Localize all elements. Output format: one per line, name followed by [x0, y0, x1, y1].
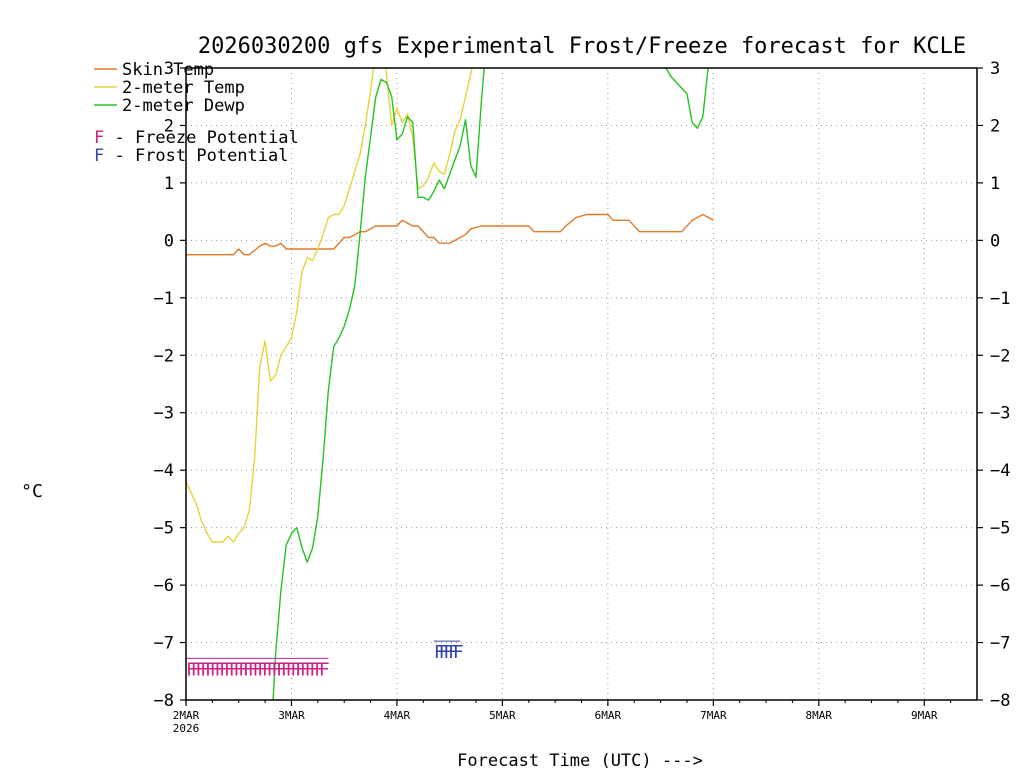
freeze-mark: F: [267, 659, 278, 680]
freeze-mark: F: [314, 659, 325, 680]
freeze-mark: F: [300, 659, 311, 680]
series-line-2-meter-temp: [186, 68, 473, 543]
y-tick-label-left: −6: [154, 576, 174, 596]
y-tick-label-left: −2: [154, 346, 174, 366]
x-tick-label: 6MAR: [595, 709, 622, 722]
freeze-mark: F: [195, 659, 206, 680]
x-axis-label: Forecast Time (UTC) --->: [457, 751, 703, 768]
x-tick-label: 9MAR: [911, 709, 938, 722]
legend-glyph: F: [94, 146, 104, 166]
y-tick-label-right: −3: [990, 404, 1010, 424]
freeze-mark: F: [229, 659, 240, 680]
y-tick-label-right: −8: [990, 691, 1010, 711]
y-tick-label-left: −8: [154, 691, 174, 711]
legend-entry: F - Freeze Potential: [94, 128, 299, 148]
y-tick-label-left: 3: [164, 59, 174, 79]
freeze-mark: F: [281, 659, 292, 680]
chart-title: 2026030200 gfs Experimental Frost/Freeze…: [198, 34, 966, 59]
legend-label: - Frost Potential: [104, 146, 288, 166]
y-axis-label: °C: [21, 481, 43, 502]
freeze-mark: F: [262, 659, 273, 680]
y-tick-label-right: −7: [990, 634, 1010, 654]
y-tick-label-right: −1: [990, 289, 1010, 309]
frost-mark: F: [453, 642, 464, 663]
freeze-mark: F: [276, 659, 287, 680]
freeze-mark: F: [295, 659, 306, 680]
frost-mark: F: [448, 642, 459, 663]
x-axis: 2MAR 3MAR 4MAR 5MAR 6MAR 7MAR 8MAR 9MAR: [173, 700, 952, 722]
x-tick-label: 2MAR: [173, 709, 200, 722]
freeze-mark: F: [233, 659, 244, 680]
frost-mark: F: [443, 642, 454, 663]
series-group: [186, 68, 714, 700]
freeze-mark: F: [200, 659, 211, 680]
freeze-mark: F: [243, 659, 254, 680]
freeze-mark: F: [252, 659, 263, 680]
y-tick-label-right: −5: [990, 519, 1010, 539]
y-tick-label-right: 1: [990, 174, 1000, 194]
freeze-mark: F: [257, 659, 268, 680]
y-tick-label-right: −4: [990, 461, 1010, 481]
freeze-mark: F: [186, 659, 197, 680]
grid-lines: [186, 68, 977, 700]
freeze-mark: F: [219, 659, 230, 680]
y-tick-label-left: −4: [154, 461, 174, 481]
freeze-mark: F: [319, 659, 330, 680]
freeze-mark: F: [205, 659, 216, 680]
freeze-mark: F: [286, 659, 297, 680]
y-tick-label-left: −7: [154, 634, 174, 654]
y-tick-label-left: 0: [164, 231, 174, 251]
x-tick-label: 5MAR: [489, 709, 516, 722]
y-tick-label-left: −5: [154, 519, 174, 539]
legend-glyph: F: [94, 128, 104, 148]
y-tick-label-right: −2: [990, 346, 1010, 366]
y-tick-label-right: 3: [990, 59, 1000, 79]
y-axis: −8 −8 −7 −7 −6 −6 −5 −5 −4 −4 −3 −3 −2 −2 −1 −1 0 0 1 1 2 2 3 3: [154, 59, 1011, 711]
y-tick-label-right: 2: [990, 116, 1000, 136]
freeze-mark: F: [305, 659, 316, 680]
legend-label: Skin Temp: [122, 60, 214, 80]
y-tick-label-left: −1: [154, 289, 174, 309]
y-tick-label-left: 1: [164, 174, 174, 194]
x-tick-label: 7MAR: [700, 709, 727, 722]
plot-frame: [185, 67, 978, 701]
y-tick-label-right: −6: [990, 576, 1010, 596]
freeze-mark: F: [238, 659, 249, 680]
y-tick-label-right: 0: [990, 231, 1000, 251]
series-line-2-meter-dewp: [272, 68, 709, 700]
series-line-skin-temp: [186, 213, 714, 256]
freeze-mark: F: [210, 659, 221, 680]
y-tick-label-left: 2: [164, 116, 174, 136]
freeze-mark: F: [309, 659, 320, 680]
freeze-mark: F: [290, 659, 301, 680]
x-tick-label: 3MAR: [278, 709, 305, 722]
legend-label: 2-meter Temp: [122, 78, 245, 98]
x-axis-year-label: 2026: [173, 722, 200, 735]
frost-mark: F: [439, 642, 450, 663]
x-tick-label: 8MAR: [806, 709, 833, 722]
x-tick-label: 4MAR: [384, 709, 411, 722]
legend-entry: F - Frost Potential: [94, 146, 288, 166]
freeze-mark: F: [224, 659, 235, 680]
y-tick-label-left: −3: [154, 404, 174, 424]
freeze-mark: F: [271, 659, 282, 680]
frost-mark: F: [434, 642, 445, 663]
freeze-mark: F: [248, 659, 259, 680]
legend-label: - Freeze Potential: [104, 128, 298, 148]
legend-label: 2-meter Dewp: [122, 96, 245, 116]
freeze-mark: F: [191, 659, 202, 680]
freeze-mark: F: [214, 659, 225, 680]
